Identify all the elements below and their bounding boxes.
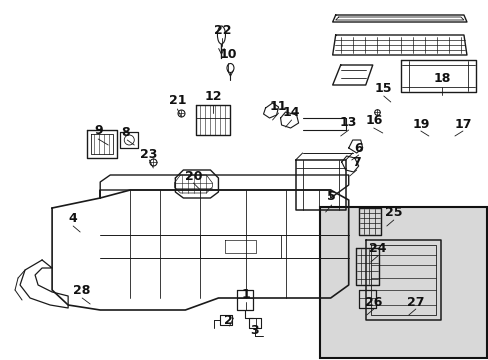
Text: 18: 18 [432,72,449,85]
Text: 11: 11 [269,99,287,112]
Text: 15: 15 [374,82,392,95]
Text: 25: 25 [384,207,402,220]
Text: 7: 7 [352,157,360,170]
Text: 26: 26 [365,296,382,309]
Text: 12: 12 [204,90,222,104]
Text: 17: 17 [453,117,471,130]
Text: 14: 14 [282,107,300,120]
Text: 24: 24 [368,242,386,255]
Text: 13: 13 [339,116,357,129]
Text: 2: 2 [224,314,232,327]
Text: 3: 3 [250,324,258,337]
Text: 19: 19 [411,117,428,130]
Text: 20: 20 [184,170,202,183]
Text: 4: 4 [69,211,78,225]
Text: 1: 1 [241,288,249,302]
Text: 16: 16 [365,114,382,127]
Bar [320,207,486,358]
Text: 9: 9 [94,123,102,136]
Text: 5: 5 [326,190,335,203]
Text: 27: 27 [407,296,424,309]
Text: 8: 8 [121,126,129,139]
Text: 28: 28 [73,284,91,297]
Text: 22: 22 [213,23,231,36]
Text: 21: 21 [168,94,186,108]
Text: 23: 23 [140,148,157,161]
Text: 10: 10 [219,48,237,60]
Text: 6: 6 [354,141,362,154]
